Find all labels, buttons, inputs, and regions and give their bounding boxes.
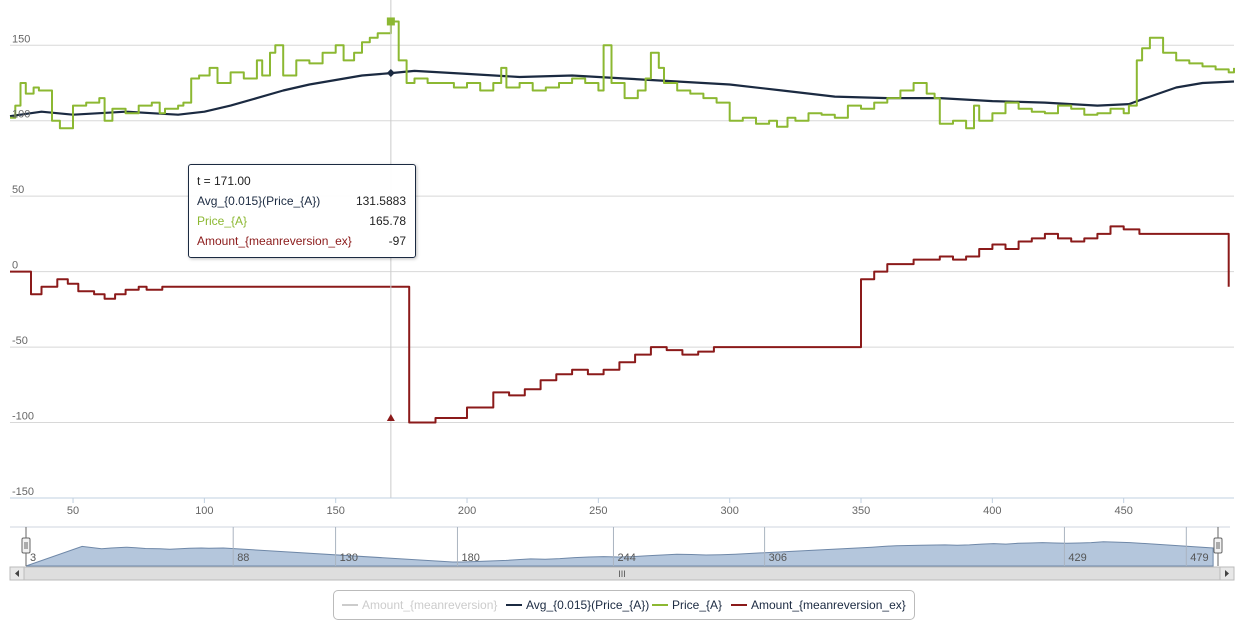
navigator-label: 180	[461, 552, 479, 564]
arrow-left-icon	[15, 570, 19, 577]
tooltip-row-name: Amount_{meanreversion_ex}	[197, 234, 352, 248]
legend-item-price[interactable]: Price_{A}	[652, 598, 722, 612]
crosshair-tooltip: t = 171.00 Avg_{0.015}(Price_{A}) 131.58…	[188, 164, 416, 258]
scrollbar-grip-icon: III	[618, 569, 626, 579]
legend-label: Amount_{meanreversion_ex}	[751, 598, 906, 612]
x-tick-label: 100	[195, 505, 213, 517]
legend-label: Amount_{meanreversion}	[362, 598, 498, 612]
tooltip-row-value: 165.78	[369, 214, 406, 228]
y-tick-label: -50	[12, 335, 28, 347]
y-tick-label: 100	[12, 109, 30, 121]
x-tick-label: 300	[721, 505, 739, 517]
navigator-area	[25, 541, 1214, 567]
x-tick-label: 450	[1115, 505, 1133, 517]
tooltip-row-name: Price_{A}	[197, 214, 248, 228]
tooltip-time: t = 171.00	[197, 174, 251, 188]
crosshair-marker-avg	[386, 69, 395, 78]
navigator-label: 130	[340, 552, 358, 564]
legend-swatch	[731, 603, 747, 606]
legend-label: Avg_{0.015}(Price_{A})	[526, 598, 650, 612]
navigator-label: 3	[30, 552, 36, 564]
tooltip-row-value: -97	[388, 234, 406, 248]
series-line-3[interactable]	[10, 225, 1230, 424]
x-tick-label: 200	[458, 505, 476, 517]
x-tick-label: 400	[983, 505, 1001, 517]
crosshair-marker-price	[386, 17, 395, 26]
navigator[interactable]: 3 88 130 180 244 306 429 479 III	[9, 526, 1235, 581]
y-tick-label: -150	[12, 486, 34, 498]
y-tick-label: -100	[12, 411, 34, 423]
tooltip-row-name: Avg_{0.015}(Price_{A})	[197, 194, 321, 208]
tooltip-row-value: 131.5883	[355, 194, 406, 208]
legend-item-amount-meanreversion[interactable]: Amount_{meanreversion}	[342, 598, 497, 612]
navigator-handle-left[interactable]	[21, 537, 31, 554]
y-tick-label: 50	[12, 184, 24, 196]
navigator-label: 306	[769, 552, 787, 564]
legend: Amount_{meanreversion} Avg_{0.015}(Price…	[333, 590, 915, 620]
legend-item-amount-meanreversion-ex[interactable]: Amount_{meanreversion_ex}	[731, 598, 906, 612]
y-tick-label: 150	[12, 33, 30, 45]
axis-layer: 150 100 50 0 -50 -100 -150 50 100 150 200 250 300 350…	[10, 33, 1234, 517]
navigator-label: 429	[1068, 552, 1086, 564]
x-tick-label: 250	[589, 505, 607, 517]
arrow-right-icon	[1225, 570, 1229, 577]
navigator-label: 88	[237, 552, 249, 564]
legend-label: Price_{A}	[672, 598, 723, 612]
legend-swatch	[506, 603, 522, 606]
tooltip-row-avg: Avg_{0.015}(Price_{A}) 131.5883	[197, 194, 406, 210]
navigator-label: 479	[1190, 552, 1208, 564]
y-tick-label: 0	[12, 260, 18, 272]
x-tick-label: 350	[852, 505, 870, 517]
legend-item-avg-price[interactable]: Avg_{0.015}(Price_{A})	[506, 598, 649, 612]
x-tick-label: 150	[327, 505, 345, 517]
navigator-label: 244	[617, 552, 635, 564]
legend-swatch	[652, 603, 668, 606]
tooltip-row-amount: Amount_{meanreversion_ex} -97	[197, 234, 406, 250]
x-tick-label: 50	[67, 505, 79, 517]
legend-swatch	[342, 603, 358, 606]
series-layer	[9, 20, 1235, 424]
navigator-handle-right[interactable]	[1213, 537, 1223, 554]
crosshair-marker-amount	[386, 414, 395, 422]
tooltip-row-price: Price_{A} 165.78	[197, 214, 406, 230]
series-line-2[interactable]	[10, 20, 1235, 130]
